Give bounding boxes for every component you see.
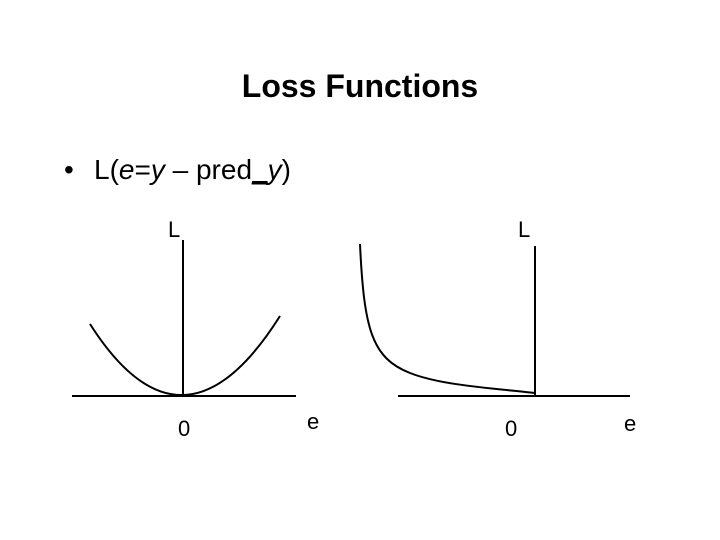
bullet-text-part: ): [281, 154, 291, 185]
bullet-text-part: – pred: [164, 154, 253, 185]
right-y-axis-label: L: [518, 217, 530, 242]
bullet-text-part: L(: [94, 154, 119, 185]
right-origin-label: 0: [505, 416, 517, 441]
bullet-item: • L(e=y – pred_y): [64, 150, 291, 190]
slide-title: Loss Functions: [241, 68, 479, 104]
right-loss-curve: [359, 243, 536, 394]
plot-left: L e 0: [72, 217, 319, 441]
bullet-text-var-y: y: [150, 154, 165, 185]
left-origin-label: 0: [178, 416, 190, 441]
bullet-text-var-y: y: [267, 154, 282, 185]
right-x-axis-label: e: [624, 411, 636, 436]
bullet-text-var-e: e: [118, 154, 135, 185]
left-loss-curve: [89, 315, 281, 396]
bullet-text-underscore: _: [252, 154, 268, 185]
bullet-text-part: =: [134, 154, 151, 185]
plot-right: L e 0: [359, 217, 636, 441]
left-x-axis-label: e: [307, 409, 319, 434]
left-y-axis-label: L: [168, 217, 180, 242]
bullet-marker: •: [64, 154, 74, 185]
